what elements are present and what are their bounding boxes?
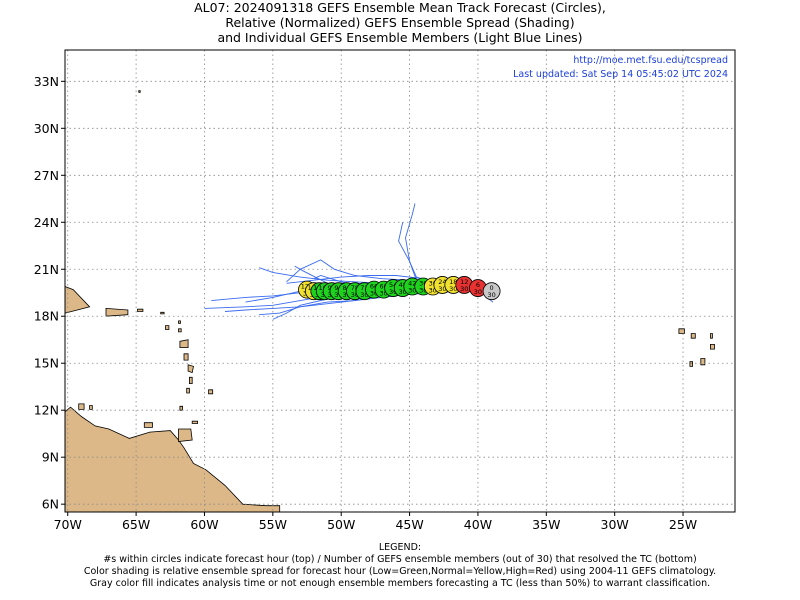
lon-tick-label: 45W <box>395 517 423 532</box>
lon-tick-label: 25W <box>669 517 697 532</box>
land-guadeloupe <box>179 339 189 349</box>
land-cape-verde-1 <box>678 328 685 334</box>
forecast-hour: 18 <box>449 278 457 286</box>
lon-tick-label: 50W <box>327 517 355 532</box>
forecast-hour: 54 <box>389 281 397 289</box>
forecast-hour: 36 <box>419 279 427 287</box>
forecast-hour: 12 <box>460 278 468 286</box>
lat-tick-label: 24N <box>34 215 59 230</box>
forecast-hour: 78 <box>351 284 359 292</box>
lon-tick-label: 35W <box>532 517 560 532</box>
member-count: 30 <box>474 288 482 296</box>
forecast-hour: 24 <box>438 278 446 286</box>
member-count: 30 <box>399 288 407 296</box>
legend-line-1: #s within circles indicate forecast hour… <box>103 554 697 565</box>
forecast-circle-fill <box>482 282 501 301</box>
member-count: 30 <box>334 291 342 299</box>
member-count: 30 <box>419 286 427 294</box>
member-count: 30 <box>438 285 446 293</box>
member-count: 30 <box>389 288 397 296</box>
forecast-hour: 48 <box>399 281 407 289</box>
land-anguilla <box>160 311 165 315</box>
land-grenada <box>179 405 184 411</box>
lon-tick-label: 30W <box>601 517 629 532</box>
forecast-circle-6: 630 <box>469 279 487 297</box>
land-margarita <box>143 422 153 428</box>
land-antigua <box>178 328 182 333</box>
land-tobago <box>191 420 199 424</box>
forecast-hour: 60 <box>379 283 387 291</box>
land-st-lucia <box>188 376 193 385</box>
lat-tick-label: 9N <box>42 450 59 465</box>
member-count: 30 <box>460 285 468 293</box>
forecast-hour: 66 <box>370 283 378 291</box>
lat-tick-label: 6N <box>42 497 59 512</box>
member-count: 30 <box>343 291 351 299</box>
land-barbados <box>208 389 214 395</box>
forecast-hour: 72 <box>360 284 368 292</box>
land-cape-verde-3 <box>710 333 713 339</box>
map-title: AL07: 2024091318 GEFS Ensemble Mean Trac… <box>0 0 800 45</box>
lat-tick-label: 21N <box>34 262 59 277</box>
legend: LEGEND: #s within circles indicate forec… <box>0 542 800 590</box>
land-cape-verde-5 <box>700 358 706 366</box>
lon-tick-label: 40W <box>464 517 492 532</box>
member-count: 30 <box>360 291 368 299</box>
member-count: 30 <box>449 285 457 293</box>
title-line-1: AL07: 2024091318 GEFS Ensemble Mean Trac… <box>194 0 606 15</box>
source-url[interactable]: http://moe.met.fsu.edu/tcspread <box>573 55 728 66</box>
forecast-hour: 6 <box>476 281 480 289</box>
land-st-vincent <box>186 387 190 394</box>
last-updated: Last updated: Sat Sep 14 05:45:02 UTC 20… <box>513 69 728 80</box>
land-st-kitts <box>165 325 170 330</box>
land-curacao <box>78 403 85 410</box>
forecast-circle-0: 030 <box>482 282 501 301</box>
member-count: 30 <box>379 290 387 298</box>
lon-tick-label: 55W <box>259 517 287 532</box>
member-count: 30 <box>370 290 378 298</box>
member-count: 30 <box>408 286 416 294</box>
lat-tick-label: 30N <box>34 121 59 136</box>
member-count: 30 <box>429 286 437 294</box>
title-line-3: and Individual GEFS Ensemble Members (Li… <box>217 30 583 45</box>
legend-heading: LEGEND: <box>378 542 422 553</box>
member-count: 30 <box>351 291 359 299</box>
title-line-2: Relative (Normalized) GEFS Ensemble Spre… <box>225 15 575 30</box>
land-layer <box>64 90 715 513</box>
legend-line-2: Color shading is relative ensemble sprea… <box>83 566 717 577</box>
mean-track-layer: 1203011430108301023096309030843078307230… <box>298 276 501 301</box>
land-martinique <box>187 364 194 374</box>
land-cape-verde-4 <box>710 343 715 350</box>
land-puerto-rico <box>105 307 129 317</box>
land-trinidad <box>178 428 193 442</box>
land-cape-verde-2 <box>690 333 696 339</box>
lon-tick-label: 60W <box>190 517 218 532</box>
axis-layer: 70W 65W 60W 55W 50W 45W 40W 35W 30W 25W 33N 30N 27N 2… <box>34 74 697 532</box>
forecast-hour: 30 <box>429 279 437 287</box>
forecast-hour: 0 <box>490 284 494 292</box>
lat-tick-label: 15N <box>34 356 59 371</box>
lat-tick-label: 18N <box>34 309 59 324</box>
legend-line-3: Gray color fill indicates analysis time … <box>89 578 711 589</box>
land-south-america <box>64 406 281 513</box>
land-dominica <box>183 353 189 361</box>
lon-tick-label: 70W <box>54 517 82 532</box>
land-virgin-islands <box>137 308 144 312</box>
member-count: 30 <box>487 291 495 299</box>
land-barbuda <box>178 320 181 324</box>
lat-tick-label: 12N <box>34 403 59 418</box>
land-bermuda <box>138 90 141 93</box>
forecast-hour: 42 <box>408 279 416 287</box>
lat-tick-label: 33N <box>34 74 59 89</box>
land-cape-verde-6 <box>689 361 693 367</box>
lat-tick-label: 27N <box>34 168 59 183</box>
map-frame <box>64 49 736 513</box>
land-bonaire <box>89 405 93 410</box>
lon-tick-label: 65W <box>122 517 150 532</box>
